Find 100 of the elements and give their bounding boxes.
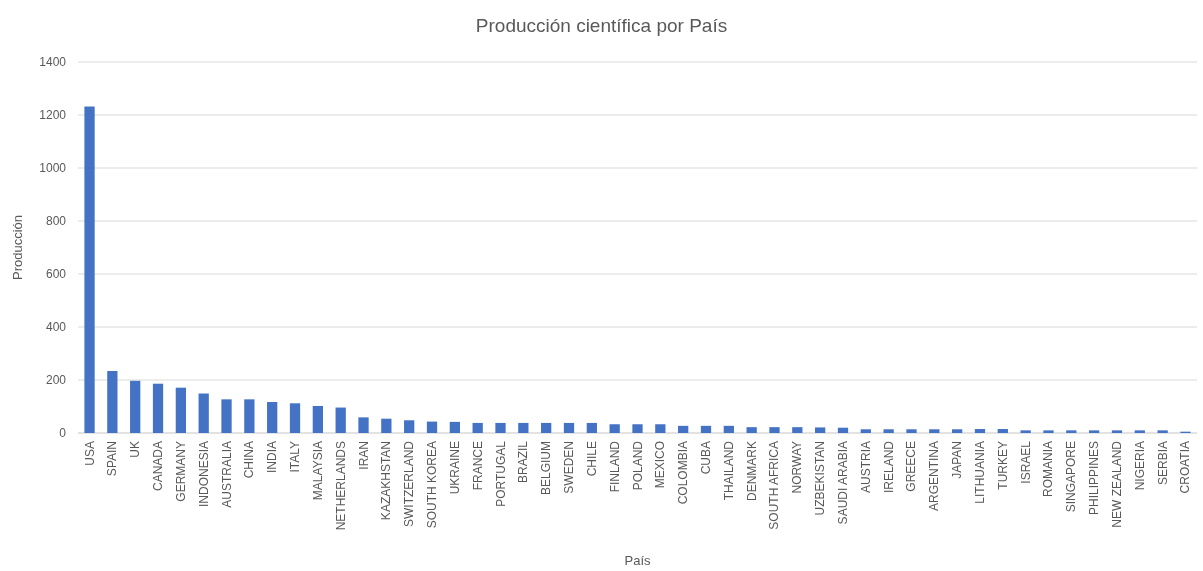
bar (974, 429, 986, 433)
x-tick-label: POLAND (630, 440, 645, 491)
bar (997, 429, 1008, 433)
x-tick-label: UZBEKISTAN (813, 441, 828, 516)
bar (107, 370, 118, 433)
bar (860, 429, 871, 433)
x-tick-label: FINLAND (607, 440, 622, 493)
x-tick-label: BRAZIL (516, 440, 531, 484)
bar (1089, 430, 1100, 433)
x-tick-label: PORTUGAL (493, 440, 508, 507)
bar (472, 422, 483, 433)
bar (426, 421, 438, 433)
bar (723, 425, 734, 433)
bar (449, 421, 460, 433)
x-tick-label: ITALY (288, 441, 303, 473)
x-tick-label: UKRAINE (447, 441, 462, 495)
y-tick-label: 1400 (39, 55, 67, 70)
x-tick-label: INDONESIA (196, 441, 211, 508)
bar (175, 387, 186, 433)
bar (541, 422, 552, 433)
bar (1066, 430, 1077, 433)
bar (381, 418, 392, 433)
bar (563, 422, 575, 433)
chart-title: Producción científica por País (475, 15, 728, 36)
x-tick-label: GERMANY (173, 441, 188, 502)
y-tick-label: 600 (45, 267, 67, 282)
x-tick-label: SWITZERLAND (402, 440, 417, 528)
bar (130, 380, 141, 433)
x-tick-label: SOUTH AFRICA (767, 441, 782, 530)
bar (632, 424, 643, 433)
x-tick-label: THAILAND (721, 440, 736, 501)
bar (609, 424, 620, 433)
y-tick-label: 1000 (39, 161, 67, 176)
bar (929, 429, 940, 433)
x-tick-label: MALAYSIA (310, 441, 325, 501)
bar (495, 422, 506, 433)
bar (700, 425, 712, 433)
bar (335, 407, 346, 433)
x-tick-label: MEXICO (653, 441, 668, 489)
x-tick-label: IRAN (356, 441, 371, 470)
y-tick-label: 400 (45, 320, 67, 335)
bar (678, 425, 689, 433)
x-tick-label: ARGENTINA (927, 441, 942, 512)
x-tick-label: FRANCE (470, 441, 485, 491)
x-tick-label: SOUTH KOREA (425, 441, 440, 529)
x-tick-label: BELGIUM (539, 441, 554, 496)
x-tick-label: SERBIA (1155, 441, 1170, 486)
y-axis-title: Producción (10, 214, 25, 281)
x-tick-label: KAZAKHSTAN (379, 441, 394, 521)
bar (244, 399, 255, 433)
bar (746, 427, 757, 433)
x-tick-label: PHILIPPINES (1087, 441, 1102, 516)
bar (792, 427, 803, 433)
x-tick-label: CUBA (699, 441, 713, 475)
x-tick-label: CROATIA (1178, 441, 1193, 494)
x-tick-label: ROMANIA (1041, 441, 1056, 498)
x-tick-label: USA (82, 441, 97, 466)
bar (404, 420, 415, 433)
bar (1157, 430, 1168, 433)
bar (769, 427, 780, 433)
bar (655, 424, 666, 433)
bar (518, 422, 529, 433)
bar (152, 383, 164, 433)
bar (198, 393, 209, 433)
bar (906, 429, 917, 433)
x-tick-label: AUSTRALIA (219, 441, 234, 508)
x-tick-label: SPAIN (105, 441, 120, 477)
y-tick-label: 1200 (39, 108, 67, 123)
x-tick-label: ISRAEL (1018, 440, 1033, 484)
y-tick-label: 800 (45, 214, 67, 229)
bar (289, 403, 301, 433)
x-tick-label: JAPAN (950, 441, 965, 479)
x-tick-label: SAUDI ARABIA (835, 441, 850, 525)
bar (815, 427, 826, 433)
x-tick-label: UK (128, 441, 143, 458)
x-tick-label: NIGERIA (1132, 441, 1147, 491)
x-tick-label: TURKEY (995, 441, 1010, 490)
bar (267, 402, 278, 433)
x-tick-label: NETHERLANDS (333, 441, 348, 531)
bar (1043, 430, 1054, 433)
x-tick-label: CHINA (242, 441, 257, 479)
bar (837, 427, 849, 433)
x-tick-label: CANADA (151, 441, 166, 492)
x-tick-label: SINGAPORE (1064, 441, 1079, 513)
x-tick-label: INDIA (265, 441, 280, 474)
x-tick-label: NEW ZEALAND (1109, 440, 1124, 528)
x-tick-label: AUSTRIA (858, 441, 873, 494)
bar (586, 422, 597, 433)
bar (1134, 430, 1145, 433)
bar (1020, 430, 1031, 433)
x-tick-label: DENMARK (744, 441, 759, 502)
y-tick-label: 200 (45, 373, 67, 388)
bar (952, 429, 963, 433)
x-tick-label: IRELAND (881, 440, 896, 494)
x-tick-label: GREECE (904, 441, 919, 492)
x-tick-label: NORWAY (790, 441, 805, 494)
bar (84, 106, 95, 433)
x-tick-label: LITHUANIA (972, 441, 987, 504)
bar (221, 399, 232, 433)
x-tick-label: CHILE (584, 441, 599, 477)
